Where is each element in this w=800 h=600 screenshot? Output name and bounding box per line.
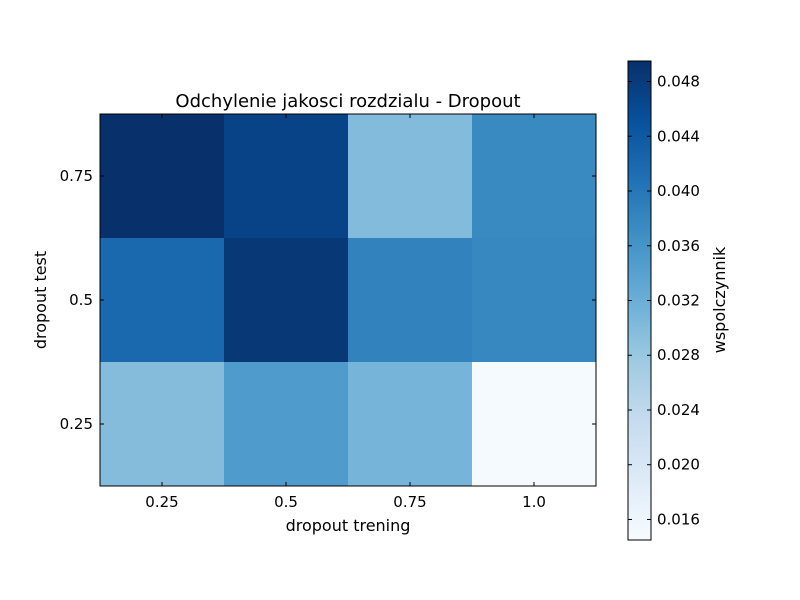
heatmap-cell [100, 238, 225, 363]
colorbar-tick-label: 0.044 [657, 127, 700, 145]
x-tick-label: 0.75 [393, 493, 426, 511]
axis-ticks: 0.25 0.5 0.75 1.0 0.75 0.5 0.25 [60, 114, 596, 511]
heatmap-cells [100, 114, 597, 487]
colorbar-tick-label: 0.036 [657, 237, 700, 255]
heatmap-cell [224, 238, 349, 363]
heatmap-cell [472, 114, 597, 239]
heatmap-cell [348, 238, 473, 363]
colorbar-ticks: 0.016 0.020 0.024 0.028 0.032 0.036 0.040 0.044… [628, 73, 700, 528]
heatmap-cell [100, 114, 225, 239]
y-tick-label: 0.75 [60, 167, 93, 185]
heatmap-cell [348, 114, 473, 239]
x-tick-label: 0.25 [145, 493, 178, 511]
heatmap-cell [472, 362, 597, 487]
y-axis-label: dropout test [31, 251, 50, 349]
heatmap-cell [472, 238, 597, 363]
colorbar-label: wspolczynnik [710, 246, 729, 353]
heatmap-cell [348, 362, 473, 487]
colorbar-tick-label: 0.048 [657, 73, 700, 91]
chart-title: Odchylenie jakosci rozdzialu - Dropout [175, 91, 520, 112]
colorbar-tick-label: 0.024 [657, 401, 700, 419]
colorbar-tick-label: 0.040 [657, 182, 700, 200]
x-tick-label: 1.0 [522, 493, 546, 511]
y-tick-label: 0.25 [60, 415, 93, 433]
colorbar-tick-label: 0.020 [657, 456, 700, 474]
heatmap-cell [224, 362, 349, 487]
heatmap-cell [224, 114, 349, 239]
x-axis-label: dropout trening [286, 516, 411, 535]
x-tick-label: 0.5 [274, 493, 298, 511]
colorbar-tick-label: 0.032 [657, 292, 700, 310]
colorbar-tick-label: 0.016 [657, 510, 700, 528]
heatmap-cell [100, 362, 225, 487]
y-tick-label: 0.5 [69, 291, 93, 309]
colorbar-tick-label: 0.028 [657, 346, 700, 364]
